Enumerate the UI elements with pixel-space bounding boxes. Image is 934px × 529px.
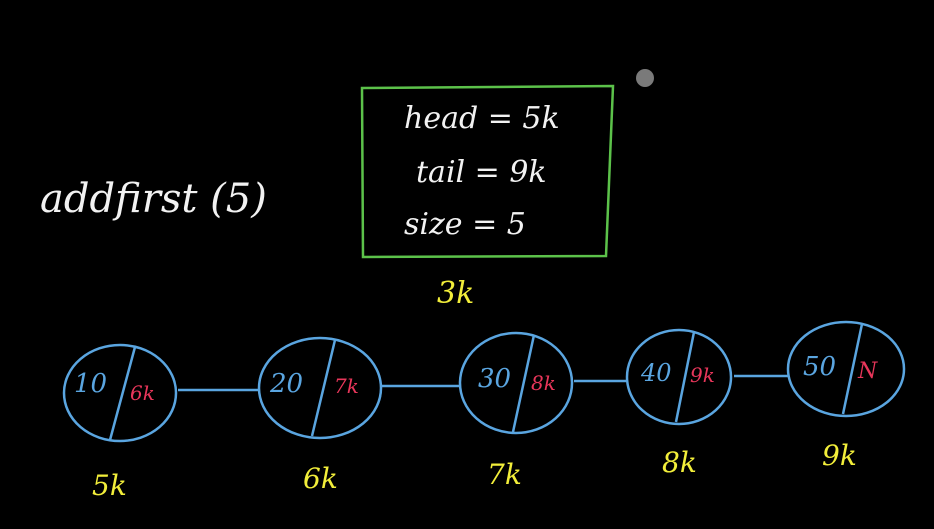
node-circle [625, 328, 733, 426]
node-next-pointer: 8k [531, 371, 556, 395]
node-value: 10 [74, 369, 107, 399]
node-circle [62, 343, 178, 443]
list-node: 30 8k 7k [458, 331, 574, 491]
node-address: 8k [662, 446, 697, 479]
info-box-address: 3k [437, 276, 474, 311]
node-next-pointer: 7k [334, 374, 359, 398]
node-address: 6k [303, 462, 338, 495]
node-circle [257, 336, 383, 440]
node-address: 5k [92, 469, 127, 502]
info-box: head = 5k tail = 9k size = 5 [360, 84, 615, 259]
node-next-pointer: 9k [690, 363, 715, 387]
node-divider [310, 339, 337, 437]
node-circle [458, 331, 574, 435]
node-value: 40 [640, 359, 672, 387]
node-links [178, 374, 788, 392]
node-divider [674, 331, 696, 423]
list-node: 20 7k 6k [257, 336, 383, 495]
node-address: 9k [822, 439, 857, 472]
head-label: head = 5k [404, 101, 560, 136]
list-node: 10 6k 5k [62, 343, 178, 502]
node-value: 50 [803, 352, 836, 382]
pen-cursor-icon [636, 69, 654, 87]
node-value: 30 [478, 364, 511, 394]
info-box-border [360, 84, 615, 259]
node-circle [786, 320, 906, 418]
tail-label: tail = 9k [416, 155, 547, 190]
list-node: 40 9k 8k [625, 328, 733, 479]
node-value: 20 [269, 369, 303, 399]
node-divider [841, 323, 864, 415]
node-next-pointer: N [857, 359, 878, 384]
node-next-pointer: 6k [130, 381, 155, 405]
size-label: size = 5 [404, 207, 526, 242]
node-divider [108, 346, 137, 441]
list-node: 50 N 9k [786, 320, 906, 472]
node-divider [511, 334, 536, 433]
node-address: 7k [487, 458, 522, 491]
operation-label: addfirst (5) [40, 176, 267, 222]
